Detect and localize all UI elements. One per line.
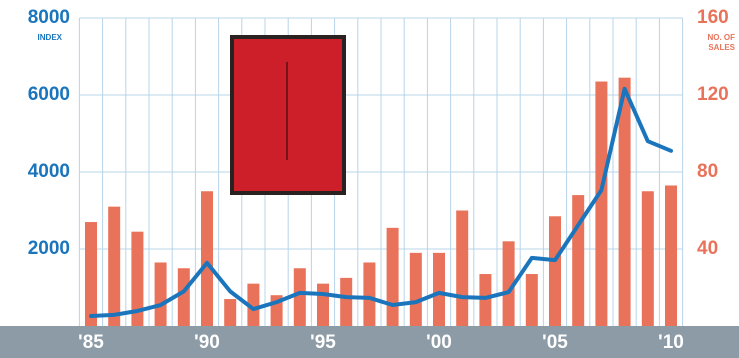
bar xyxy=(201,191,213,326)
bar xyxy=(108,206,121,326)
bar xyxy=(595,81,608,327)
bar xyxy=(456,210,469,326)
y-axis-label: INDEX xyxy=(38,33,63,42)
bar xyxy=(386,227,399,326)
bar xyxy=(409,252,422,326)
painting xyxy=(230,35,346,195)
bar xyxy=(85,222,97,326)
bar xyxy=(572,195,585,326)
bar xyxy=(479,274,492,326)
bar xyxy=(154,262,167,326)
bar xyxy=(618,77,631,326)
x-axis-band xyxy=(0,326,739,358)
y-tick-label: 8000 xyxy=(28,7,70,28)
x-tick-label: '85 xyxy=(78,332,104,353)
bar xyxy=(433,252,445,326)
y2-tick-label: 160 xyxy=(697,7,729,28)
bar xyxy=(247,283,260,326)
y-tick-label: 2000 xyxy=(28,238,70,259)
painting-canvas xyxy=(234,39,342,191)
bar xyxy=(224,299,237,326)
x-tick-label: '90 xyxy=(194,332,220,353)
x-tick-label: '00 xyxy=(426,332,452,353)
bar xyxy=(317,283,329,326)
bar xyxy=(665,185,677,326)
x-tick-label: '05 xyxy=(542,332,568,353)
y2-tick-label: 40 xyxy=(697,238,718,259)
bar xyxy=(340,277,353,326)
y2-tick-label: 80 xyxy=(697,161,718,182)
bar xyxy=(502,241,515,326)
bar xyxy=(131,231,144,326)
y2-axis-label: NO. OF xyxy=(707,33,735,42)
bar xyxy=(177,268,190,326)
bar xyxy=(549,216,561,326)
x-tick-label: '95 xyxy=(310,332,336,353)
y-tick-label: 6000 xyxy=(28,84,70,105)
bar xyxy=(641,191,654,326)
line xyxy=(89,86,673,318)
bar xyxy=(525,274,538,326)
x-tick-label: '10 xyxy=(658,332,684,353)
y-tick-label: 4000 xyxy=(28,161,70,182)
grid xyxy=(78,17,684,326)
y2-tick-label: 120 xyxy=(697,84,729,105)
bar xyxy=(293,268,306,326)
marks xyxy=(85,77,677,327)
y2-axis-label: SALES xyxy=(708,43,735,52)
bar xyxy=(363,262,376,326)
